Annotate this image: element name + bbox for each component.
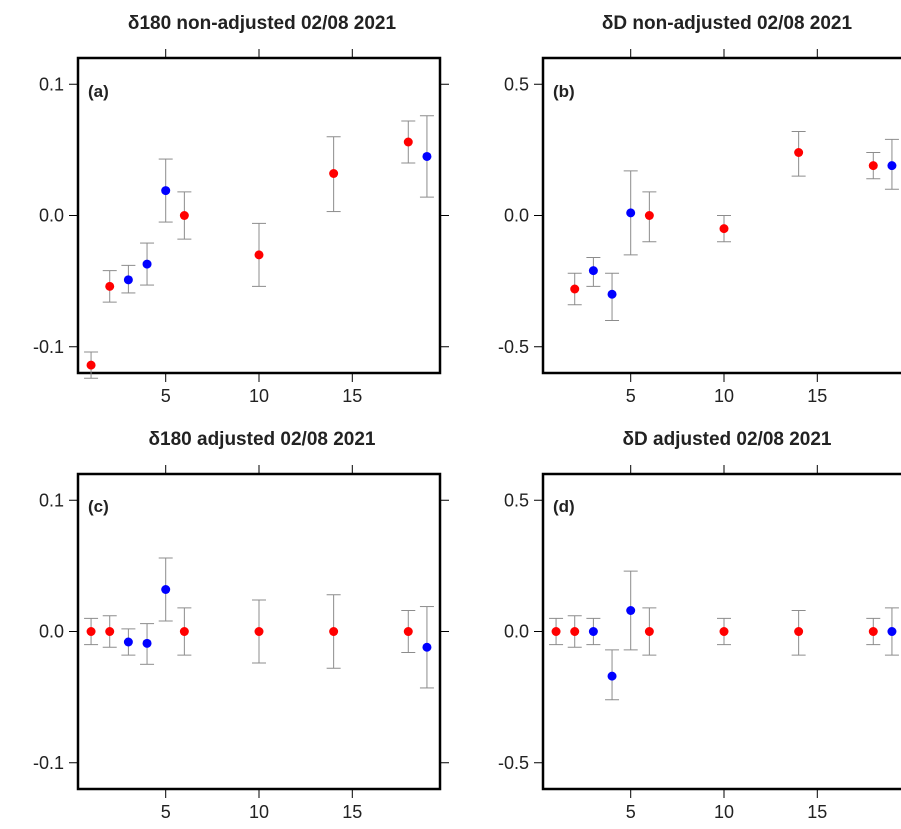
x-tick-label: 15 bbox=[807, 386, 827, 406]
data-point bbox=[719, 224, 729, 234]
panel-c-marks bbox=[84, 557, 434, 689]
panel-d-title: δD adjusted 02/08 2021 bbox=[622, 429, 831, 450]
data-point bbox=[719, 627, 729, 636]
y-tick-label: -0.1 bbox=[33, 753, 64, 773]
panel-b-title: δD non-adjusted 02/08 2021 bbox=[602, 13, 853, 34]
y-tick-label: 0.1 bbox=[39, 74, 64, 94]
panel-b-ticks: 5 10 15 -0.5 0.0 0.5 bbox=[498, 49, 827, 406]
x-tick-label: 15 bbox=[342, 386, 362, 406]
x-tick-label: 10 bbox=[249, 802, 269, 822]
panel-a-title: δ180 non-adjusted 02/08 2021 bbox=[128, 13, 397, 34]
data-point bbox=[794, 148, 804, 157]
data-point bbox=[626, 606, 636, 615]
panel-c: δ180 adjusted 02/08 2021 (c) 5 10 15 -0.1 0.… bbox=[33, 429, 449, 822]
data-point bbox=[644, 627, 654, 636]
panel-a-ticks: 5 10 15 -0.1 0.0 0.1 bbox=[33, 49, 449, 406]
panel-a-label: (a) bbox=[88, 82, 109, 101]
panel-c-ticks: 5 10 15 -0.1 0.0 0.1 bbox=[33, 465, 449, 822]
data-point bbox=[142, 638, 152, 648]
panel-b-label: (b) bbox=[553, 82, 575, 101]
data-point bbox=[403, 137, 413, 147]
data-point bbox=[105, 281, 115, 291]
panel-a-frame bbox=[76, 56, 442, 375]
y-tick-label: 0.5 bbox=[504, 490, 529, 510]
data-point bbox=[86, 627, 96, 636]
panel-d: δD adjusted 02/08 2021 (d) 5 10 15 -0.5 0.0 0… bbox=[498, 429, 901, 822]
data-point bbox=[588, 266, 598, 276]
data-point bbox=[329, 169, 339, 178]
panel-b: δD non-adjusted 02/08 2021 (b) 5 10 15 -0.5… bbox=[498, 13, 901, 406]
data-point bbox=[794, 627, 804, 636]
data-point bbox=[868, 627, 878, 636]
y-tick-label: 0.0 bbox=[504, 206, 529, 226]
data-point bbox=[86, 360, 96, 370]
data-point bbox=[123, 275, 133, 285]
x-tick-label: 5 bbox=[161, 802, 171, 822]
panel-a: δ180 non-adjusted 02/08 2021 (a) 5 10 15 -0… bbox=[33, 13, 449, 406]
x-tick-label: 5 bbox=[626, 802, 636, 822]
panel-d-ticks: 5 10 15 -0.5 0.0 0.5 bbox=[498, 465, 827, 822]
data-point bbox=[626, 208, 636, 218]
y-tick-label: 0.1 bbox=[39, 490, 64, 510]
data-point bbox=[254, 627, 264, 636]
data-point bbox=[142, 259, 152, 269]
x-tick-label: 10 bbox=[249, 386, 269, 406]
data-point bbox=[570, 627, 580, 636]
data-point bbox=[105, 627, 115, 636]
data-point bbox=[123, 637, 133, 647]
data-point bbox=[887, 161, 897, 171]
data-point bbox=[161, 186, 171, 196]
data-point bbox=[551, 627, 561, 636]
y-tick-label: -0.5 bbox=[498, 337, 529, 357]
x-tick-label: 15 bbox=[342, 802, 362, 822]
panel-b-marks bbox=[567, 131, 899, 321]
panel-c-label: (c) bbox=[88, 497, 109, 516]
data-point bbox=[422, 151, 432, 161]
panel-a-marks bbox=[84, 115, 434, 379]
data-point bbox=[644, 211, 654, 220]
y-tick-label: -0.5 bbox=[498, 753, 529, 773]
data-point bbox=[422, 642, 432, 652]
data-point bbox=[161, 585, 171, 594]
x-tick-label: 5 bbox=[626, 386, 636, 406]
x-tick-label: 15 bbox=[807, 802, 827, 822]
data-point bbox=[403, 627, 413, 636]
data-point bbox=[588, 627, 598, 636]
y-tick-label: 0.0 bbox=[39, 622, 64, 642]
data-point bbox=[329, 627, 339, 636]
y-tick-label: 0.5 bbox=[504, 74, 529, 94]
data-point bbox=[179, 627, 189, 636]
data-point bbox=[607, 289, 617, 299]
y-tick-label: 0.0 bbox=[504, 622, 529, 642]
x-tick-label: 10 bbox=[714, 802, 734, 822]
data-point bbox=[254, 250, 264, 260]
data-point bbox=[179, 211, 189, 220]
x-tick-label: 5 bbox=[161, 386, 171, 406]
panel-c-title: δ180 adjusted 02/08 2021 bbox=[149, 429, 376, 450]
panel-d-marks bbox=[549, 570, 899, 701]
y-tick-label: -0.1 bbox=[33, 337, 64, 357]
y-tick-label: 0.0 bbox=[39, 206, 64, 226]
data-point bbox=[607, 671, 617, 681]
data-point bbox=[868, 161, 878, 171]
panel-d-label: (d) bbox=[553, 497, 575, 516]
data-point bbox=[570, 284, 580, 294]
data-point bbox=[887, 627, 897, 636]
x-tick-label: 10 bbox=[714, 386, 734, 406]
